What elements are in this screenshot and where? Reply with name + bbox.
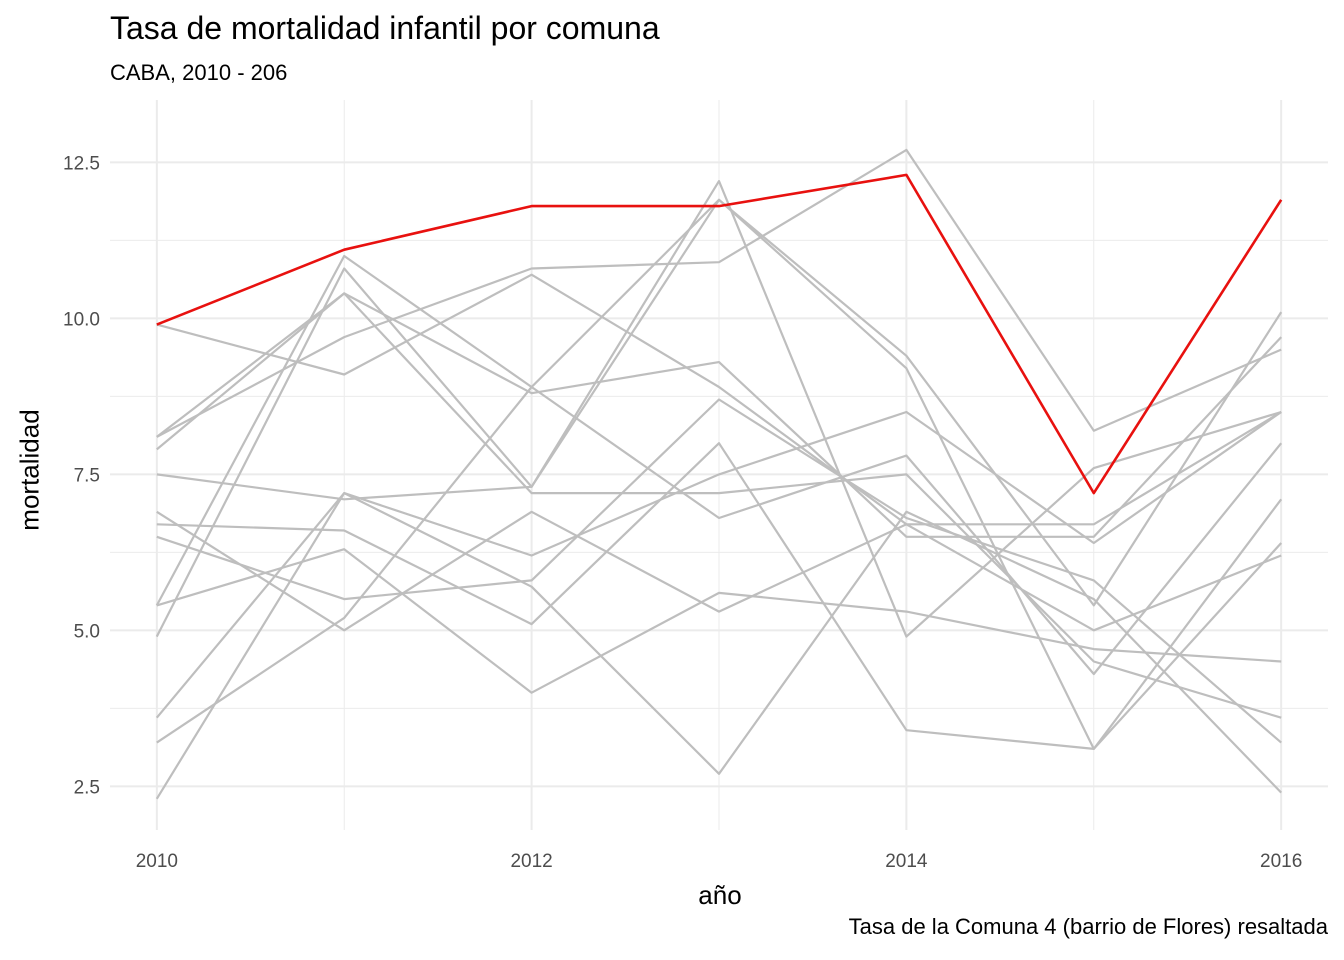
- x-tick-label: 2010: [136, 851, 178, 872]
- chart-title: Tasa de mortalidad infantil por comuna: [110, 10, 660, 46]
- y-tick-label: 10.0: [63, 309, 100, 330]
- x-tick-label: 2014: [885, 851, 928, 872]
- series-line: [156, 442, 1283, 751]
- series-line: [156, 273, 1282, 526]
- series-line: [155, 410, 1282, 800]
- series-line: [156, 548, 1282, 694]
- x-tick-label: 2016: [1260, 851, 1302, 872]
- y-tick-label: 12.5: [63, 153, 100, 174]
- x-tick-label: 2012: [510, 851, 552, 872]
- y-axis-label: mortalidad: [14, 409, 45, 531]
- y-tick-label: 5.0: [74, 621, 100, 642]
- y-tick-label: 2.5: [74, 777, 100, 798]
- series-line: [156, 398, 1282, 744]
- series-line: [155, 254, 1283, 676]
- series-line: [156, 148, 1282, 438]
- highlighted-series-line: [156, 173, 1283, 495]
- chart-caption: Tasa de la Comuna 4 (barrio de Flores) r…: [848, 914, 1328, 939]
- series-line: [155, 180, 1282, 638]
- series-line: [156, 292, 1282, 719]
- chart-subtitle: CABA, 2010 - 206: [110, 60, 288, 85]
- x-axis-label: año: [698, 880, 742, 910]
- series-line: [156, 510, 1282, 632]
- y-tick-label: 7.5: [74, 465, 100, 486]
